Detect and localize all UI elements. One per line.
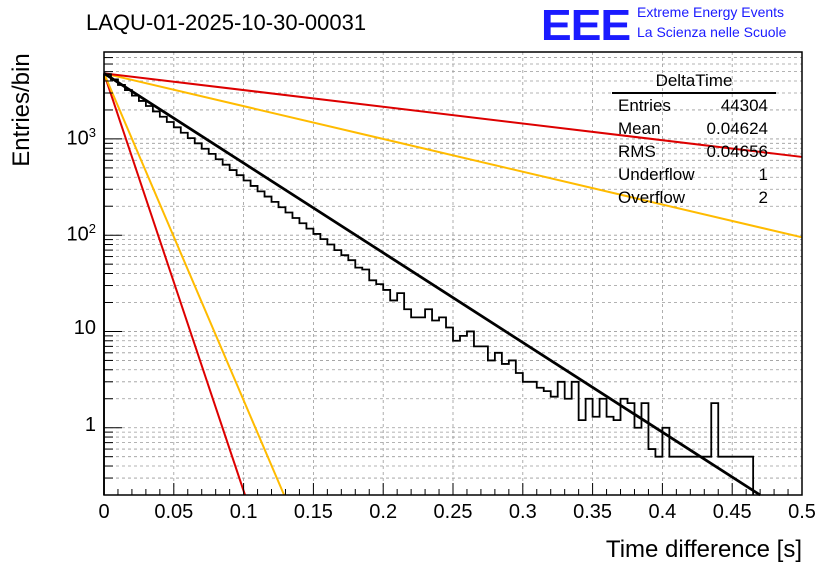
stats-row-rms: RMS 0.04656 (612, 140, 776, 163)
stats-label: Mean (618, 119, 661, 138)
y-tick-label: 10 (36, 317, 96, 340)
stats-label: Underflow (618, 165, 695, 184)
red-steep-line (103, 73, 246, 496)
histogram-layer (103, 72, 761, 497)
stats-value: 44304 (720, 96, 768, 115)
x-tick-label: 0.15 (293, 501, 333, 523)
y-tick-base: 10 (73, 317, 96, 340)
red-shallow-line (103, 72, 803, 158)
x-tick-label: 0.5 (788, 501, 816, 523)
stats-value: 0.04624 (706, 119, 768, 138)
x-tick-label: 0 (98, 501, 110, 523)
stats-value: 2 (758, 188, 768, 207)
stats-title: DeltaTime (612, 70, 776, 94)
y-axis-label-wrap: Entries/bin (3, 30, 37, 190)
x-tick-label: 0.1 (229, 501, 258, 523)
stats-label: Overflow (618, 188, 686, 207)
yellow-steep-line (103, 72, 286, 496)
y-tick-label: 1 (36, 414, 96, 437)
stats-row-entries: Entries 44304 (612, 94, 776, 117)
eee-logo: EEE (540, 1, 631, 50)
org-line-2: La Scienza nelle Scuole (637, 24, 787, 40)
x-tick-label: 0.25 (433, 501, 473, 523)
fit-line (103, 72, 761, 497)
curve-layer (103, 72, 803, 496)
y-tick-base: 10 (66, 223, 89, 246)
x-axis-label: Time difference [s] (605, 536, 802, 563)
stats-label: Entries (618, 96, 671, 115)
tick-layer (103, 57, 803, 495)
stats-box: DeltaTime Entries 44304 Mean 0.04624 RMS 0.… (612, 70, 776, 209)
stats-label: RMS (618, 142, 656, 161)
stats-value: 0.04656 (706, 142, 768, 161)
stats-row-underflow: Underflow 1 (612, 163, 776, 186)
y-tick-base: 10 (66, 127, 89, 150)
x-tick-label: 0.2 (369, 501, 398, 523)
y-tick-exponent: 3 (88, 124, 96, 140)
stats-value: 1 (758, 165, 768, 184)
x-tick-label: 0.4 (648, 501, 677, 523)
x-tick-label: 0.05 (154, 501, 194, 523)
y-axis-label: Entries/bin (8, 53, 35, 167)
y-tick-exponent: 2 (88, 221, 96, 237)
x-tick-label: 0.45 (712, 501, 752, 523)
y-tick-label: 103 (36, 125, 96, 151)
y-tick-label: 102 (36, 221, 96, 247)
x-tick-label: 0.3 (508, 501, 537, 523)
stats-row-overflow: Overflow 2 (612, 186, 776, 209)
histogram-outline (103, 73, 755, 495)
x-tick-label: 0.35 (573, 501, 613, 523)
org-line-1: Extreme Energy Events (637, 4, 785, 20)
y-tick-base: 1 (84, 413, 96, 436)
stats-row-mean: Mean 0.04624 (612, 117, 776, 140)
yellow-shallow-line (103, 72, 803, 239)
run-title: LAQU-01-2025-10-30-00031 (86, 10, 367, 35)
